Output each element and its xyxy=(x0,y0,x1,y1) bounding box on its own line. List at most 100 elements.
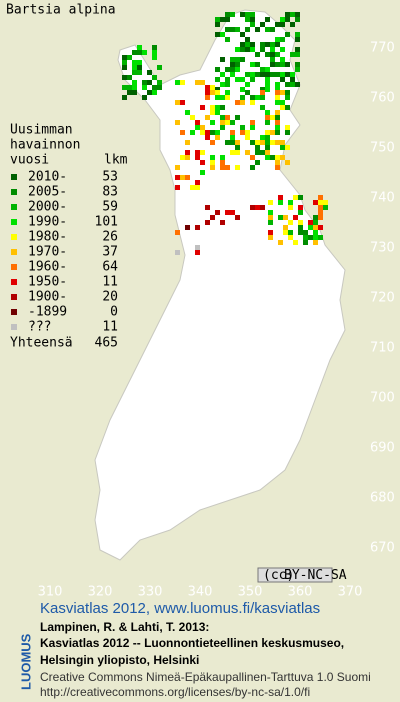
occurrence-square xyxy=(275,52,280,57)
occurrence-square xyxy=(195,150,200,155)
occurrence-square xyxy=(220,120,225,125)
occurrence-square xyxy=(205,95,210,100)
occurrence-square xyxy=(290,52,295,57)
occurrence-square xyxy=(250,140,255,145)
occurrence-square xyxy=(127,90,132,95)
occurrence-square xyxy=(132,60,137,65)
occurrence-square xyxy=(318,225,323,230)
occurrence-square xyxy=(210,140,215,145)
occurrence-square xyxy=(235,67,240,72)
occurrence-square xyxy=(210,120,215,125)
legend-label: 1990- xyxy=(28,215,67,230)
occurrence-square xyxy=(280,37,285,42)
occurrence-square xyxy=(235,27,240,32)
cc-icon: (cc) xyxy=(263,568,294,583)
occurrence-square xyxy=(220,155,225,160)
occurrence-square xyxy=(205,115,210,120)
occurrence-square xyxy=(215,95,220,100)
legend-label: 1980- xyxy=(28,230,67,245)
occurrence-square xyxy=(288,205,293,210)
occurrence-square xyxy=(122,75,127,80)
occurrence-square xyxy=(270,72,275,77)
cc-badge xyxy=(257,567,333,583)
occurrence-square xyxy=(275,42,280,47)
y-tick-label: 710 xyxy=(370,341,395,356)
x-tick-label: 360 xyxy=(288,585,313,600)
legend-label: 2010- xyxy=(28,170,67,185)
occurrence-square xyxy=(220,115,225,120)
occurrence-square xyxy=(230,120,235,125)
legend-count: 11 xyxy=(102,320,118,335)
occurrence-square xyxy=(260,22,265,27)
occurrence-square xyxy=(295,17,300,22)
occurrence-square xyxy=(195,80,200,85)
x-tick-label: 320 xyxy=(88,585,113,600)
occurrence-square xyxy=(175,250,180,255)
occurrence-square xyxy=(220,160,225,165)
axis-labels: 770 760 750 740 730 720 710 700 690 680 670 310 320 3… xyxy=(38,41,395,600)
occurrence-square xyxy=(303,235,308,240)
occurrence-square xyxy=(240,125,245,130)
y-tick-label: 760 xyxy=(370,91,395,106)
occurrence-square xyxy=(250,77,255,82)
occurrence-square xyxy=(185,225,190,230)
occurrence-square xyxy=(225,82,230,87)
occurrence-square xyxy=(147,80,152,85)
occurrence-square xyxy=(275,72,280,77)
occurrence-square xyxy=(230,12,235,17)
occurrence-square xyxy=(290,22,295,27)
occurrence-square xyxy=(255,95,260,100)
occurrence-square xyxy=(210,130,215,135)
occurrence-square xyxy=(293,195,298,200)
occurrence-square xyxy=(260,90,265,95)
occurrence-square xyxy=(318,205,323,210)
species-title: Bartsia alpina xyxy=(6,3,116,18)
occurrence-square xyxy=(250,17,255,22)
occurrence-square xyxy=(295,47,300,52)
occurrence-square xyxy=(285,145,290,150)
occurrence-square xyxy=(245,27,250,32)
occurrence-square xyxy=(270,42,275,47)
occurrence-square xyxy=(152,45,157,50)
occurrence-square xyxy=(285,125,290,130)
occurrence-square xyxy=(215,67,220,72)
legend-label: 1970- xyxy=(28,245,67,260)
occurrence-square xyxy=(313,240,318,245)
occurrence-square xyxy=(240,12,245,17)
occurrence-square xyxy=(225,37,230,42)
legend-swatch xyxy=(11,174,17,180)
occurrence-square xyxy=(122,65,127,70)
occurrence-square xyxy=(220,82,225,87)
occurrence-square xyxy=(265,27,270,32)
x-tick-label: 370 xyxy=(338,585,363,600)
x-tick-label: 340 xyxy=(188,585,213,600)
brand: LUOMUS xyxy=(18,633,33,690)
occurrence-square xyxy=(285,90,290,95)
occurrence-square xyxy=(260,67,265,72)
occurrence-square xyxy=(268,200,273,205)
occurrence-square xyxy=(235,140,240,145)
occurrence-square xyxy=(132,85,137,90)
occurrence-square xyxy=(265,17,270,22)
occurrence-square xyxy=(268,210,273,215)
occurrence-square xyxy=(200,170,205,175)
occurrence-square xyxy=(152,90,157,95)
link-text: Kasviatlas 2012, www.luomus.fi/kasviatla… xyxy=(40,600,320,617)
occurrence-square xyxy=(265,135,270,140)
occurrence-square xyxy=(225,210,230,215)
occurrence-square xyxy=(265,145,270,150)
occurrence-square xyxy=(220,72,225,77)
y-tick-label: 740 xyxy=(370,191,395,206)
occurrence-square xyxy=(190,130,195,135)
y-tick-label: 700 xyxy=(370,391,395,406)
occurrence-square xyxy=(260,135,265,140)
occurrence-square xyxy=(298,205,303,210)
occurrence-square xyxy=(245,135,250,140)
occurrence-square xyxy=(260,87,265,92)
occurrence-square xyxy=(295,37,300,42)
legend-label: -1899 xyxy=(28,305,67,320)
occurrence-square xyxy=(245,130,250,135)
occurrence-square xyxy=(250,62,255,67)
occurrence-square xyxy=(255,205,260,210)
